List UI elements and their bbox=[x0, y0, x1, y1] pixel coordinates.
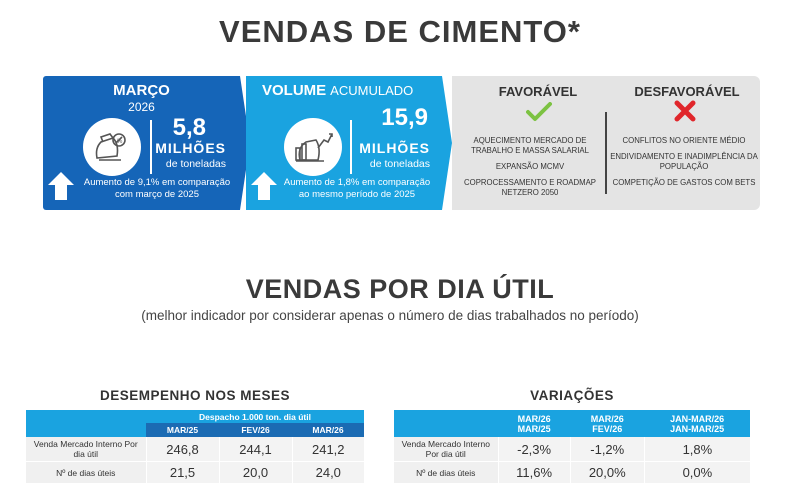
cell-value: 246,8 bbox=[145, 437, 220, 462]
cell-value: 241,2 bbox=[291, 437, 364, 462]
accumulated-volume-value: 15,9 bbox=[381, 104, 428, 131]
favorable-title: FAVORÁVEL bbox=[498, 84, 578, 99]
cell-value: 1,8% bbox=[643, 437, 750, 462]
row-label: Venda Mercado Interno Por dia útil bbox=[394, 437, 498, 462]
row-label: Nº de dias úteis bbox=[394, 461, 498, 484]
favorable-item: AQUECIMENTO MERCADO DE TRABALHO E MASSA … bbox=[471, 136, 589, 155]
up-arrow-icon bbox=[251, 172, 277, 200]
factors-divider bbox=[605, 112, 607, 194]
group-header: Despacho 1.000 ton. dia útil bbox=[146, 410, 364, 423]
row-label: Nº de dias úteis bbox=[26, 461, 146, 484]
cell-value: -2,3% bbox=[497, 437, 571, 462]
unfavorable-title: DESFAVORÁVEL bbox=[634, 84, 740, 99]
march-note-line2: com março de 2025 bbox=[115, 189, 199, 200]
column-header: MAR/26 bbox=[292, 423, 364, 437]
up-arrow-icon bbox=[48, 172, 74, 200]
variations-table: MAR/26 MAR/25 MAR/26 FEV/26 JAN-MAR/26 J… bbox=[394, 410, 750, 484]
unfavorable-item: ENDIVIDAMENTO E INADIMPLÊNCIA DA POPULAÇ… bbox=[610, 152, 758, 171]
monthly-performance-title: DESEMPENHO NOS MESES bbox=[99, 388, 291, 403]
march-note-line1: Aumento de 9,1% em comparação bbox=[83, 177, 231, 188]
section-subtitle: (melhor indicador por considerar apenas … bbox=[141, 308, 639, 323]
favorable-item: EXPANSÃO MCMV bbox=[495, 162, 565, 171]
page-title: VENDAS DE CIMENTO* bbox=[219, 14, 581, 49]
table-corner bbox=[26, 410, 146, 437]
column-header: MAR/25 bbox=[146, 423, 220, 437]
monthly-performance-table: Despacho 1.000 ton. dia útil MAR/25 FEV/… bbox=[26, 410, 364, 484]
march-volume-unit: MILHÕES bbox=[155, 140, 226, 156]
column-header: MAR/26 FEV/26 bbox=[570, 410, 645, 437]
accumulated-volume-unit: MILHÕES bbox=[359, 140, 430, 156]
section-title: VENDAS POR DIA ÚTIL bbox=[245, 274, 555, 304]
column-header: JAN-MAR/26 JAN-MAR/25 bbox=[644, 410, 750, 437]
column-header-top: MAR/26 bbox=[517, 413, 551, 424]
table-corner bbox=[394, 410, 498, 437]
column-header-bottom: MAR/25 bbox=[517, 423, 551, 434]
march-volume-unit-sub: de toneladas bbox=[165, 158, 226, 170]
cell-value: 244,1 bbox=[218, 437, 293, 462]
unfavorable-list: CONFLITOS NO ORIENTE MÉDIO ENDIVIDAMENTO… bbox=[610, 136, 758, 194]
column-header: MAR/26 MAR/25 bbox=[498, 410, 571, 437]
table-row: Nº de dias úteis 21,5 20,0 24,0 bbox=[26, 461, 364, 484]
cell-value: 21,5 bbox=[145, 461, 220, 484]
accumulated-volume-card: VOLUME ACUMULADO 15,9 MILHÕES de tonelada… bbox=[246, 76, 442, 210]
cell-value: 0,0% bbox=[643, 461, 750, 484]
march-card-month: MARÇO bbox=[113, 82, 170, 99]
march-growth-note: Aumento de 9,1% em comparação com março … bbox=[77, 177, 237, 201]
factors-panel: FAVORÁVEL DESFAVORÁVEL AQUECIMENTO MERCA… bbox=[452, 76, 760, 210]
favorable-list: AQUECIMENTO MERCADO DE TRABALHO E MASSA … bbox=[458, 136, 602, 204]
x-icon bbox=[674, 100, 696, 122]
favorable-item: COPROCESSAMENTO E ROADMAP NETZERO 2050 bbox=[464, 178, 596, 197]
unfavorable-item: COMPETIÇÃO DE GASTOS COM BETS bbox=[612, 178, 756, 187]
unfavorable-item: CONFLITOS NO ORIENTE MÉDIO bbox=[622, 136, 746, 145]
table-row: Venda Mercado Interno Por dia útil 246,8… bbox=[26, 437, 364, 462]
svg-text:%: % bbox=[117, 139, 123, 145]
march-volume-value: 5,8 bbox=[172, 114, 206, 141]
column-header-bottom: FEV/26 bbox=[592, 423, 623, 434]
march-card-arrow bbox=[240, 76, 250, 210]
cell-value: 20,0 bbox=[218, 461, 293, 484]
volume-card-arrow bbox=[442, 76, 452, 210]
volume-title-bold: VOLUME bbox=[262, 82, 327, 99]
volume-card-title: VOLUME ACUMULADO bbox=[262, 82, 458, 99]
volume-card-divider bbox=[350, 120, 352, 174]
table-row: Nº de dias úteis 11,6% 20,0% 0,0% bbox=[394, 461, 750, 484]
column-header-bottom: JAN-MAR/25 bbox=[670, 423, 725, 434]
volume-growth-note: Aumento de 1,8% em comparação ao mesmo p… bbox=[274, 177, 440, 201]
cement-chart-icon bbox=[284, 118, 342, 176]
cell-value: 11,6% bbox=[497, 461, 571, 484]
march-card-divider bbox=[150, 120, 152, 174]
march-sales-card: MARÇO 2026 % 5,8 MILHÕES de toneladas Au… bbox=[43, 76, 240, 210]
cell-value: 20,0% bbox=[569, 461, 645, 484]
column-header-top: JAN-MAR/26 bbox=[670, 413, 725, 424]
check-icon bbox=[526, 102, 552, 121]
march-card-year: 2026 bbox=[128, 100, 155, 114]
volume-note-line1: Aumento de 1,8% em comparação bbox=[283, 177, 431, 188]
volume-title-light: ACUMULADO bbox=[330, 83, 414, 98]
cell-value: -1,2% bbox=[569, 437, 645, 462]
cement-bag-icon: % bbox=[83, 118, 141, 176]
variations-title: VARIAÇÕES bbox=[530, 388, 614, 403]
accumulated-volume-unit-sub: de toneladas bbox=[369, 158, 430, 170]
table-row: Venda Mercado Interno Por dia útil -2,3%… bbox=[394, 437, 750, 462]
column-header-top: MAR/26 bbox=[590, 413, 624, 424]
cell-value: 24,0 bbox=[291, 461, 364, 484]
volume-note-line2: ao mesmo período de 2025 bbox=[298, 189, 416, 200]
row-label: Venda Mercado Interno Por dia útil bbox=[26, 437, 146, 462]
column-header: FEV/26 bbox=[219, 423, 293, 437]
